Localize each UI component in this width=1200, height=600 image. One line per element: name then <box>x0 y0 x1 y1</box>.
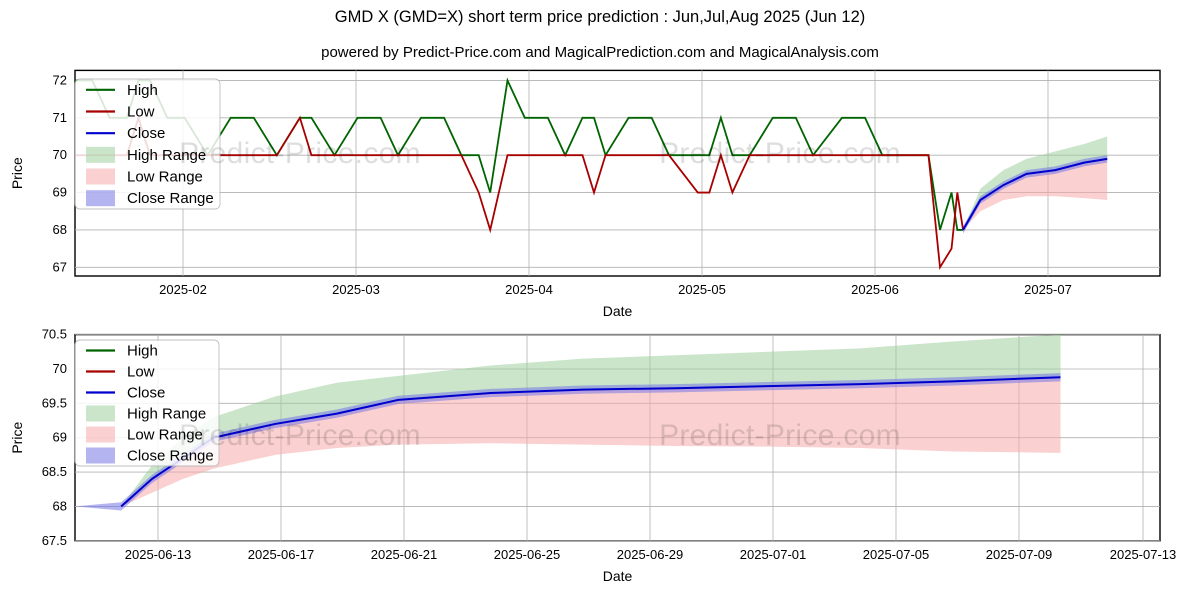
svg-text:2025-07: 2025-07 <box>1024 282 1072 297</box>
svg-text:Close: Close <box>127 125 165 142</box>
svg-text:69: 69 <box>53 185 67 200</box>
svg-text:2025-07-09: 2025-07-09 <box>986 547 1053 562</box>
svg-text:Price: Price <box>9 422 25 454</box>
svg-text:68.5: 68.5 <box>42 464 67 479</box>
svg-text:Price: Price <box>9 157 25 189</box>
svg-text:67.5: 67.5 <box>42 533 67 548</box>
svg-text:Predict-Price.com: Predict-Price.com <box>179 419 421 452</box>
svg-text:2025-06: 2025-06 <box>851 282 899 297</box>
svg-text:Predict-Price.com: Predict-Price.com <box>179 137 421 170</box>
svg-text:2025-04: 2025-04 <box>505 282 553 297</box>
svg-text:2025-02: 2025-02 <box>159 282 207 297</box>
svg-text:2025-07-13: 2025-07-13 <box>1110 547 1177 562</box>
svg-text:High: High <box>127 82 158 99</box>
svg-text:Close: Close <box>127 385 165 402</box>
svg-text:71: 71 <box>53 110 67 125</box>
svg-text:68: 68 <box>53 498 67 513</box>
svg-text:2025-07-01: 2025-07-01 <box>740 547 807 562</box>
svg-text:2025-06-13: 2025-06-13 <box>125 547 192 562</box>
svg-text:2025-03: 2025-03 <box>332 282 380 297</box>
svg-text:Close Range: Close Range <box>127 190 214 207</box>
svg-text:69.5: 69.5 <box>42 395 67 410</box>
svg-text:Date: Date <box>603 568 633 584</box>
svg-text:2025-05: 2025-05 <box>678 282 726 297</box>
svg-text:70: 70 <box>53 147 67 162</box>
svg-text:2025-06-25: 2025-06-25 <box>494 547 561 562</box>
svg-text:2025-06-29: 2025-06-29 <box>617 547 684 562</box>
svg-text:70: 70 <box>53 361 67 376</box>
svg-text:70.5: 70.5 <box>42 327 67 342</box>
svg-text:67: 67 <box>53 259 67 274</box>
svg-text:High: High <box>127 343 158 360</box>
svg-text:2025-07-05: 2025-07-05 <box>863 547 930 562</box>
svg-text:2025-06-17: 2025-06-17 <box>248 547 315 562</box>
svg-text:Low Range: Low Range <box>127 169 203 186</box>
svg-text:Predict-Price.com: Predict-Price.com <box>659 419 901 452</box>
svg-text:Low: Low <box>127 364 155 381</box>
svg-text:Low: Low <box>127 104 155 121</box>
svg-text:68: 68 <box>53 222 67 237</box>
svg-text:Date: Date <box>603 303 633 319</box>
svg-text:Predict-Price.com: Predict-Price.com <box>659 137 901 170</box>
svg-text:2025-06-21: 2025-06-21 <box>371 547 438 562</box>
svg-text:69: 69 <box>53 430 67 445</box>
svg-text:72: 72 <box>53 72 67 87</box>
